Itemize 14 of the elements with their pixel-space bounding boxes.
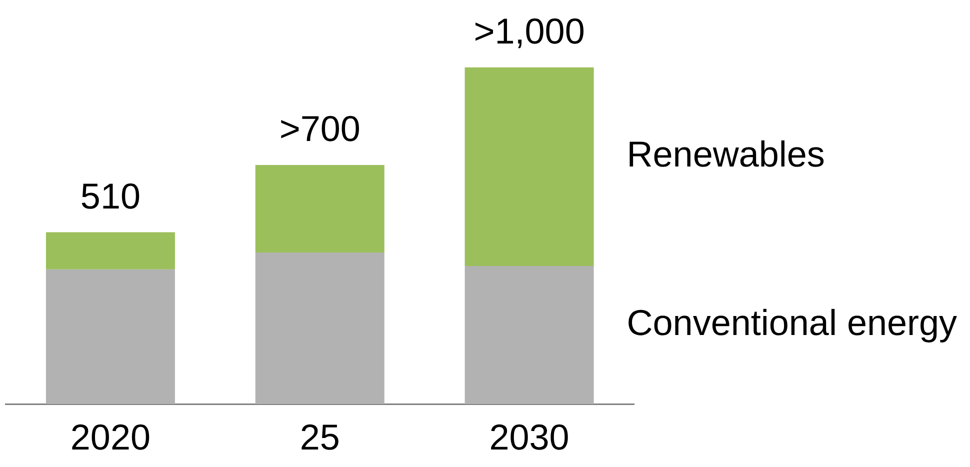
total-label: >700 xyxy=(279,108,360,149)
series-label: Renewables xyxy=(626,134,825,175)
bar xyxy=(255,164,384,252)
bar xyxy=(464,266,594,404)
total-label: >1,000 xyxy=(474,10,585,52)
bar xyxy=(255,252,384,404)
x-tick-label: 2030 xyxy=(489,416,570,458)
bar xyxy=(464,67,594,266)
x-tick-label: 2020 xyxy=(70,416,151,458)
series-label: Conventional energy xyxy=(626,302,958,343)
bar xyxy=(46,269,175,404)
bar xyxy=(46,232,175,270)
total-label: 510 xyxy=(80,175,140,216)
x-tick-label: 25 xyxy=(300,416,340,458)
